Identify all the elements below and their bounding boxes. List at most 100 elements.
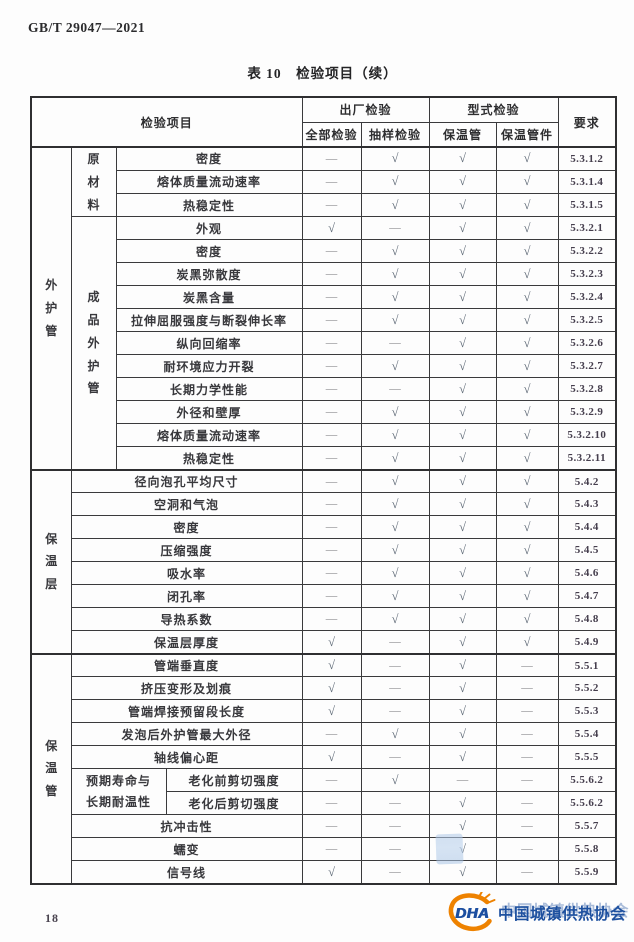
dash-cell: — (301, 561, 362, 586)
item-cell: 熔体质量流动速率 (115, 169, 303, 195)
item-cell: 轴线偏心距 (70, 745, 303, 770)
requirement-cell: 5.3.1.2 (557, 145, 617, 171)
dash-cell: — (301, 145, 362, 171)
item-cell: 空洞和气泡 (70, 492, 303, 517)
page-number: 18 (45, 911, 59, 925)
requirement-cell: 5.3.2.2 (557, 239, 617, 264)
requirement-cell: 5.5.6.2 (557, 791, 617, 816)
check-mark-cell: √ (428, 239, 497, 264)
check-mark-cell: √ (428, 538, 497, 563)
item-cell: 纵向回缩率 (115, 331, 303, 356)
group-label: 保温管 (45, 738, 58, 799)
subgroup-cell: 成品外护管 (70, 216, 117, 471)
check-mark-cell: √ (495, 492, 559, 517)
check-mark-cell: √ (360, 607, 430, 632)
table-row: 热稳定性 — √ √ √ 5.3.2.11 (31, 446, 617, 471)
column-header-requirement: 要求 (557, 96, 617, 148)
check-mark-cell: √ (428, 262, 497, 287)
check-mark-cell: √ (428, 745, 497, 770)
requirement-cell: 5.5.3 (557, 699, 617, 724)
dash-cell: — (301, 515, 362, 540)
check-mark-cell: √ (428, 468, 497, 494)
check-mark-cell: √ (301, 860, 362, 885)
check-mark-cell: √ (360, 584, 430, 609)
table-row: 发泡后外护管最大外径 — √ √ —5.5.4 (31, 722, 617, 747)
item-cell: 密度 (70, 515, 303, 540)
dash-cell: — (360, 331, 430, 356)
check-mark-cell: √ (301, 216, 362, 241)
item-cell: 吸水率 (70, 561, 303, 586)
logo-swoosh-icon (448, 892, 496, 932)
check-mark-cell: √ (360, 538, 430, 563)
table-row: 吸水率 — √ √ √ 5.4.6 (31, 561, 617, 586)
dash-cell: — (301, 239, 362, 264)
check-mark-cell: √ (495, 584, 559, 609)
dash-cell: — (360, 860, 430, 885)
check-mark-cell: √ (301, 652, 362, 678)
item-cell: 老化前剪切强度 (165, 768, 303, 793)
dash-cell: — (301, 837, 362, 862)
subgroup-cell: 原材料 (70, 146, 117, 218)
item-cell: 信号线 (70, 860, 303, 885)
dash-cell: — (495, 791, 559, 816)
table-row: 纵向回缩率 — — √ √ 5.3.2.6 (31, 331, 617, 356)
dash-cell: — (301, 423, 362, 448)
association-logo: DHA 中国城镇供热协会 (446, 890, 626, 936)
subgroup-cell: 预期寿命与长期耐温性 (70, 768, 167, 816)
item-cell: 径向泡孔平均尺寸 (70, 468, 303, 494)
table-row: 炭黑弥散度 — √ √ √ 5.3.2.3 (31, 262, 617, 287)
item-cell: 炭黑弥散度 (115, 262, 303, 287)
check-mark-cell: √ (301, 676, 362, 701)
requirement-cell: 5.4.5 (557, 538, 617, 563)
table-row: 保温层厚度 √ — √ √ 5.4.9 (31, 630, 617, 655)
check-mark-cell: √ (495, 169, 559, 195)
dash-cell: — (360, 676, 430, 701)
item-cell: 保温层厚度 (70, 630, 303, 655)
item-cell: 热稳定性 (115, 446, 303, 471)
dash-cell: — (301, 169, 362, 195)
check-mark-cell: √ (360, 468, 430, 494)
standard-code: GB/T 29047—2021 (28, 20, 146, 35)
check-mark-cell: √ (428, 285, 497, 310)
requirement-cell: 5.3.1.4 (557, 169, 617, 195)
check-mark-cell: √ (428, 561, 497, 586)
requirement-cell: 5.4.3 (557, 492, 617, 517)
column-header-inspection-item: 检验项目 (30, 96, 303, 148)
check-mark-cell: √ (428, 492, 497, 517)
item-cell: 发泡后外护管最大外径 (70, 722, 303, 747)
dash-cell: — (428, 768, 497, 793)
requirement-cell: 5.3.2.1 (557, 216, 617, 241)
dash-cell: — (301, 791, 362, 816)
dash-cell: — (360, 699, 430, 724)
item-cell: 耐环境应力开裂 (115, 354, 303, 379)
check-mark-cell: √ (428, 216, 497, 241)
table-row: 压缩强度 — √ √ √ 5.4.5 (31, 538, 617, 563)
check-mark-cell: √ (495, 331, 559, 356)
requirement-cell: 5.3.2.9 (557, 400, 617, 425)
check-mark-cell: √ (360, 239, 430, 264)
check-mark-cell: √ (495, 607, 559, 632)
dash-cell: — (301, 814, 362, 839)
group-cell: 保温管 (30, 652, 72, 885)
item-cell: 拉伸屈服强度与断裂伸长率 (115, 308, 303, 333)
item-cell: 外观 (115, 216, 303, 241)
check-mark-cell: √ (360, 768, 430, 793)
item-cell: 管端垂直度 (70, 652, 303, 678)
dash-cell: — (360, 216, 430, 241)
table-row: 信号线 √ — √ —5.5.9 (31, 860, 617, 885)
check-mark-cell: √ (428, 676, 497, 701)
check-mark-cell: √ (495, 561, 559, 586)
requirement-cell: 5.3.1.5 (557, 193, 617, 218)
header-row-1: 检验项目 出厂检验 型式检验 要求 (30, 96, 617, 148)
group-cell: 外护管 (30, 146, 72, 471)
dash-cell: — (360, 652, 430, 678)
check-mark-cell: √ (360, 400, 430, 425)
requirement-cell: 5.4.4 (557, 515, 617, 540)
check-mark-cell: √ (360, 423, 430, 448)
check-mark-cell: √ (428, 331, 497, 356)
requirement-cell: 5.3.2.3 (557, 262, 617, 287)
table-row: 管端焊接预留段长度 √ — √ —5.5.3 (31, 699, 617, 724)
table-row: 耐环境应力开裂 — √ √ √ 5.3.2.7 (31, 354, 617, 379)
table-title: 表 10 检验项目（续） (247, 66, 398, 81)
